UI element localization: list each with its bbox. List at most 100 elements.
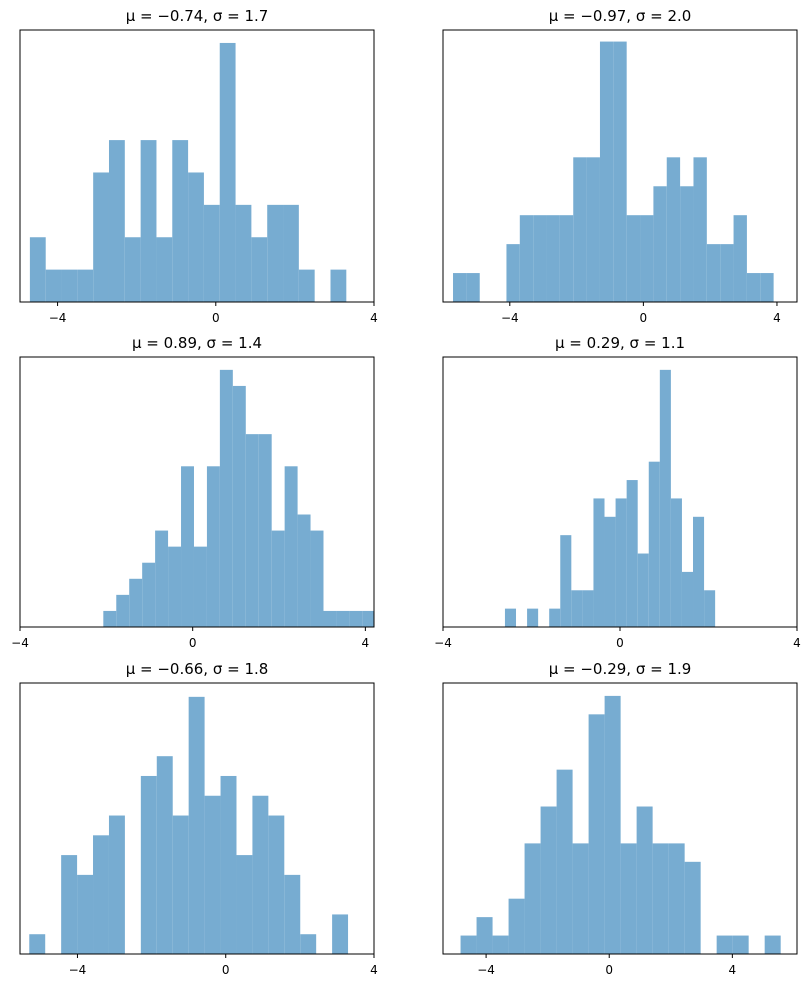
histogram-bar	[764, 935, 781, 954]
histogram-bar	[108, 815, 125, 954]
histogram-bar	[706, 244, 721, 302]
histogram-bar	[61, 269, 78, 302]
histogram-bar	[232, 385, 246, 627]
histogram-bar	[460, 935, 477, 954]
histogram-panel-1: −4 0 4 μ = −0.74, σ = 1.7	[19, 7, 378, 325]
histogram-bar	[77, 874, 94, 954]
histogram-bar	[336, 610, 350, 627]
histogram-bar	[77, 269, 94, 302]
histogram-bar	[156, 756, 173, 954]
histogram-bar	[129, 578, 143, 627]
histogram-bar	[573, 157, 587, 302]
histogram-bar	[206, 466, 220, 627]
histogram-bar	[668, 843, 685, 954]
histogram-bar	[604, 695, 621, 954]
histogram-bar	[453, 273, 467, 302]
histogram-bar	[653, 186, 667, 302]
histogram-bar	[546, 215, 560, 302]
histogram-bar	[733, 215, 747, 302]
histogram-bar	[332, 914, 349, 954]
histogram-bar	[267, 204, 284, 302]
histogram-bar	[103, 610, 117, 627]
axes-frame	[19, 682, 375, 955]
histogram-bar	[549, 608, 561, 627]
histogram-bar	[297, 514, 311, 627]
histogram-bar	[626, 480, 638, 627]
x-tick-label: 4	[793, 636, 801, 650]
histogram-panel-2: −4 0 4 μ = −0.97, σ = 2.0	[442, 7, 798, 325]
histogram-bar	[640, 215, 654, 302]
histogram-bar	[349, 610, 363, 627]
histogram-bar	[140, 140, 157, 302]
panel-title: μ = −0.74, σ = 1.7	[126, 7, 269, 25]
x-tick-label: −4	[477, 963, 495, 977]
x-tick-label: 4	[370, 963, 378, 977]
histogram-bar	[693, 157, 707, 302]
histogram-bar	[648, 461, 660, 627]
histogram-bar	[220, 775, 237, 954]
histogram-bar	[586, 157, 600, 302]
histogram-bar	[271, 530, 285, 627]
histogram-bar	[604, 516, 616, 627]
histogram-bar	[637, 553, 649, 627]
histogram-bar	[571, 590, 583, 627]
x-tick-label: −4	[49, 311, 67, 325]
panel-title: μ = −0.29, σ = 1.9	[549, 660, 692, 678]
histogram-bar	[203, 204, 220, 302]
histogram-bar	[599, 41, 614, 302]
histogram-bar	[693, 516, 705, 627]
x-tick-label: 4	[362, 636, 370, 650]
x-tick-label: 4	[370, 311, 378, 325]
histogram-bar	[508, 898, 525, 954]
histogram-bar	[310, 530, 324, 627]
histogram-bar	[506, 244, 520, 302]
histogram-bar	[681, 571, 694, 627]
histogram-bar	[168, 546, 182, 627]
histogram-bar	[245, 434, 259, 627]
histogram-bar	[636, 806, 653, 954]
histogram-bar	[29, 934, 46, 954]
histogram-bar	[560, 535, 572, 627]
histogram-bar	[283, 204, 299, 302]
x-tick-label: 0	[212, 311, 220, 325]
histogram-panel-6: −4 0 4 μ = −0.29, σ = 1.9	[442, 660, 798, 977]
histogram-bar	[652, 843, 669, 954]
histogram-bar	[300, 934, 317, 954]
histogram-bar	[613, 41, 627, 302]
histogram-bar	[155, 530, 169, 627]
histogram-bar	[716, 935, 733, 954]
histogram-bar	[61, 855, 78, 954]
histogram-bar	[172, 815, 189, 954]
histogram-panel-3: −4 0 4 μ = 0.89, σ = 1.4	[11, 334, 375, 650]
panel-title: μ = −0.66, σ = 1.8	[126, 660, 269, 678]
histogram-bar	[124, 237, 141, 302]
histogram-bar	[45, 269, 62, 302]
histogram-bar	[268, 815, 285, 954]
histogram-bar	[93, 835, 109, 954]
axes-frame	[19, 29, 375, 303]
histogram-bar	[29, 237, 46, 302]
histogram-bar	[219, 42, 236, 302]
histogram-bar	[720, 244, 734, 302]
histogram-bar	[476, 917, 493, 954]
x-tick-label: −4	[11, 636, 29, 650]
histogram-bar	[760, 273, 774, 302]
histogram-bar	[235, 204, 252, 302]
histogram-bar	[108, 140, 125, 302]
x-tick-label: 4	[729, 963, 737, 977]
histogram-bar	[527, 608, 539, 627]
x-tick-label: −4	[69, 963, 87, 977]
panel-title: μ = 0.29, σ = 1.1	[555, 334, 685, 352]
histogram-bar	[172, 140, 189, 302]
histogram-bar	[615, 498, 627, 627]
x-tick-label: 4	[773, 311, 781, 325]
histogram-bar	[142, 562, 156, 627]
histogram-bar	[330, 269, 347, 302]
histogram-bar	[626, 215, 641, 302]
x-tick-label: 0	[189, 636, 197, 650]
histogram-bar	[323, 610, 337, 627]
histogram-bar	[582, 590, 594, 627]
histogram-bar	[556, 769, 573, 954]
x-tick-label: 0	[616, 636, 624, 650]
